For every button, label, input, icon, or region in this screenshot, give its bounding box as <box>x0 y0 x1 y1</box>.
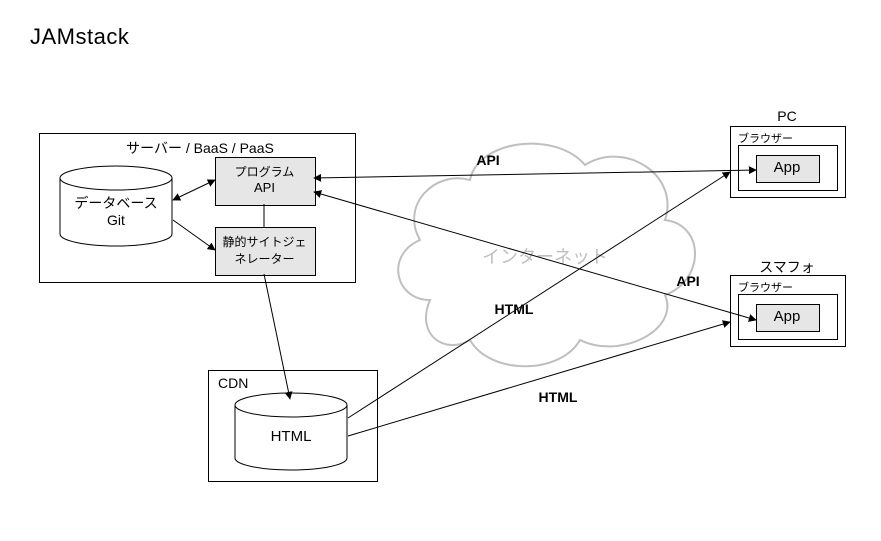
pc-app-label: App <box>756 159 818 176</box>
pc-browser-label: ブラウザー <box>738 130 793 146</box>
api-node-label-bottom: API <box>215 180 314 195</box>
page-title: JAMstack <box>30 24 129 50</box>
edge-label-html-pc: HTML <box>484 301 544 317</box>
edge-label-api-sp: API <box>666 273 710 289</box>
api-node-label-top: プログラム <box>215 163 314 180</box>
edge-label-html-sp: HTML <box>528 389 588 405</box>
edge-label-api-pc: API <box>466 152 510 168</box>
database-label-top: データベース <box>60 193 172 213</box>
database-label-bottom: Git <box>60 212 172 228</box>
ssg-node-label-bottom: ネレーター <box>215 250 314 267</box>
ssg-node-label-top: 静的サイトジェ <box>215 233 314 250</box>
cloud-label: インターネット <box>470 243 620 269</box>
server-group-label: サーバー / BaaS / PaaS <box>100 138 300 158</box>
cdn-group-label: CDN <box>218 375 278 391</box>
sp-label: スマフォ <box>730 257 844 277</box>
sp-app-label: App <box>756 308 818 325</box>
pc-label: PC <box>730 108 844 124</box>
sp-browser-label: ブラウザー <box>738 279 793 295</box>
html-node-label: HTML <box>235 428 347 445</box>
